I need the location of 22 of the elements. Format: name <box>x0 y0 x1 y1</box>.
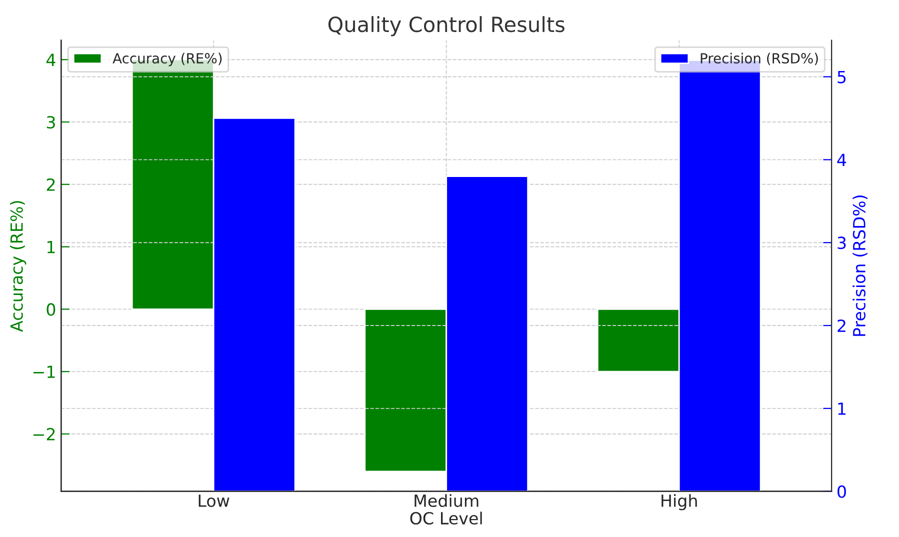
y-tick-label: 0 <box>46 303 56 316</box>
y-tick-label: 1 <box>47 240 55 254</box>
x-tick-label: High <box>662 494 697 510</box>
y2-axis-title: Precision (RSD%) <box>852 196 868 336</box>
x-axis-title: OC Level <box>410 512 482 525</box>
x-tick-label: Low <box>198 494 230 508</box>
x-tick-label: Medium <box>414 494 478 508</box>
y-tick-label: 3 <box>46 116 55 129</box>
y2-tick-label: 5 <box>838 70 846 84</box>
legend-label: Accuracy (RE%) <box>112 52 222 66</box>
y2-tick-label: 0 <box>838 485 846 498</box>
y-axis-title: Accuracy (RE%) <box>10 201 26 332</box>
y-tick-label: 4 <box>46 54 56 66</box>
legend-label: Precision (RSD%) <box>700 52 818 66</box>
y-tick-label: −2 <box>33 428 55 440</box>
y2-tick-label: 1 <box>838 402 846 415</box>
y2-tick-label: 3 <box>838 236 846 250</box>
y2-tick-label: 4 <box>837 154 846 166</box>
y-tick-label: 2 <box>46 178 55 191</box>
y2-tick-label: 2 <box>838 319 846 332</box>
y-tick-label: −1 <box>33 366 55 378</box>
chart-title: Quality Control Results <box>328 16 564 36</box>
